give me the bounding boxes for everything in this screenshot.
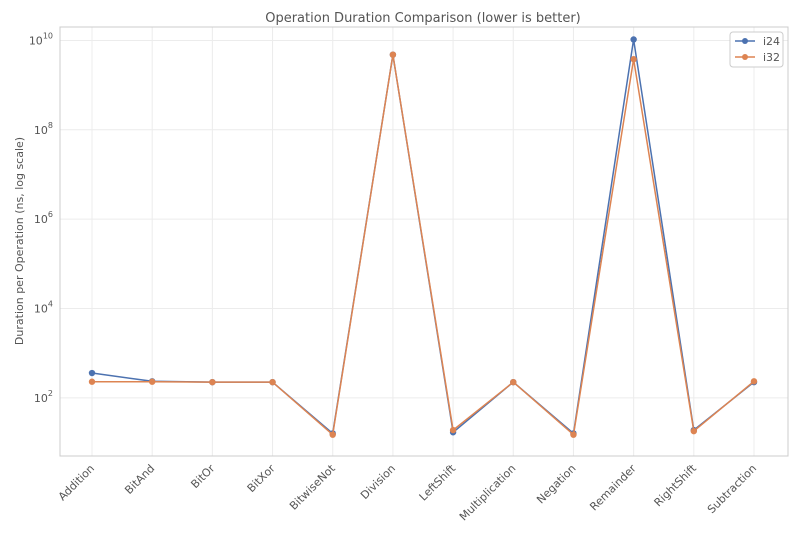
series-line-i32: [92, 54, 755, 437]
series-layer: [88, 36, 758, 438]
data-point-i32: [750, 378, 758, 385]
y-tick-label: 102: [34, 389, 53, 405]
y-tick-exponent: 4: [48, 300, 53, 309]
data-point-i32: [690, 427, 698, 435]
y-tick-base: 10: [29, 34, 43, 47]
data-point-i32: [449, 426, 457, 434]
legend: i24 i32: [729, 31, 784, 68]
data-point-i32: [389, 51, 397, 58]
data-point-i24: [630, 36, 637, 43]
y-tick-label: 106: [34, 210, 53, 226]
y-tick-label: 108: [34, 121, 53, 137]
data-point-i32: [570, 431, 577, 438]
data-point-i32: [510, 378, 517, 386]
y-tick-label: 104: [34, 300, 53, 316]
legend-label-i32: i32: [763, 51, 780, 64]
y-tick-exponent: 8: [48, 121, 53, 130]
chart-title: Operation Duration Comparison (lower is …: [265, 11, 581, 26]
y-tick-base: 10: [34, 124, 48, 137]
data-point-i32: [329, 431, 336, 438]
y-axis-label: Duration per Operation (ns, log scale): [13, 137, 26, 345]
data-point-i32: [269, 378, 276, 386]
y-tick-label: 1010: [29, 31, 53, 47]
y-tick-exponent: 6: [48, 210, 53, 219]
legend-marker-i32: [742, 54, 748, 60]
plot-frame: [59, 26, 789, 457]
data-point-i32: [88, 378, 96, 385]
y-tick-base: 10: [34, 303, 48, 316]
y-tick-base: 10: [34, 392, 48, 405]
y-tick-exponent: 2: [48, 389, 53, 398]
legend-marker-i24: [742, 38, 748, 44]
legend-label-i24: i24: [763, 35, 780, 48]
data-point-i24: [88, 369, 96, 377]
y-tick-base: 10: [34, 213, 48, 226]
y-tick-exponent: 10: [43, 31, 53, 40]
data-point-i32: [209, 378, 216, 386]
data-point-i32: [630, 56, 637, 63]
data-point-i32: [148, 378, 156, 385]
